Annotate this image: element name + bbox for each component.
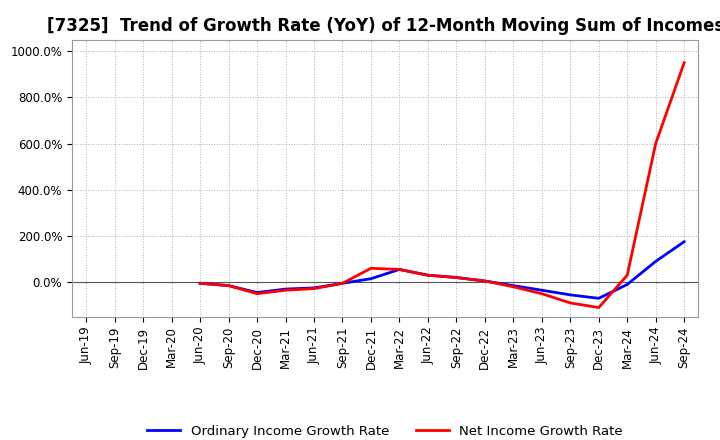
Title: [7325]  Trend of Growth Rate (YoY) of 12-Month Moving Sum of Incomes: [7325] Trend of Growth Rate (YoY) of 12-… xyxy=(47,17,720,35)
Legend: Ordinary Income Growth Rate, Net Income Growth Rate: Ordinary Income Growth Rate, Net Income … xyxy=(142,420,629,440)
